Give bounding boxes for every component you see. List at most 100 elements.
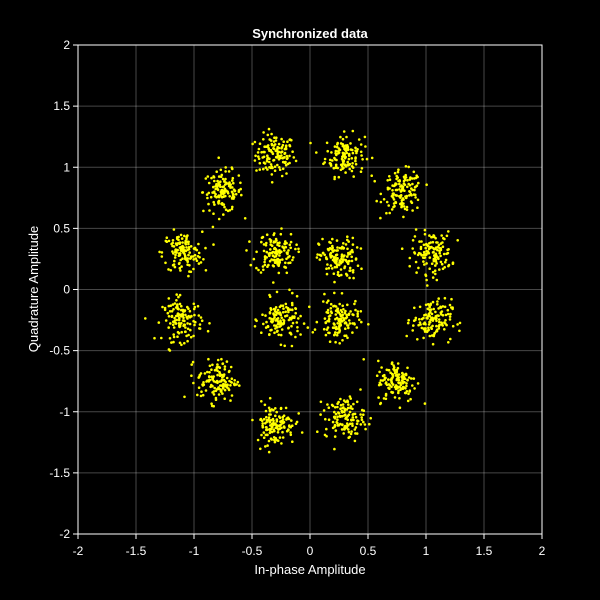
scatter-point: [417, 266, 420, 270]
scatter-point: [290, 419, 293, 422]
scatter-point: [403, 207, 407, 211]
scatter-point: [257, 157, 261, 161]
scatter-point: [183, 395, 186, 399]
scatter-point: [211, 377, 215, 380]
scatter-point: [218, 374, 222, 378]
scatter-point: [393, 371, 397, 375]
scatter-point: [261, 313, 264, 317]
scatter-point: [359, 423, 363, 426]
scatter-point: [281, 418, 285, 421]
scatter-point: [279, 232, 283, 236]
scatter-point: [334, 412, 338, 416]
scatter-point: [272, 147, 276, 151]
scatter-point: [253, 140, 257, 144]
scatter-point: [424, 246, 428, 250]
scatter-point: [425, 183, 428, 186]
scatter-point: [434, 315, 438, 318]
scatter-point: [272, 158, 276, 162]
scatter-point: [311, 331, 315, 334]
scatter-point: [211, 363, 214, 367]
scatter-point: [447, 341, 450, 344]
scatter-point: [262, 155, 266, 159]
scatter-point: [438, 320, 441, 324]
scatter-point: [435, 278, 439, 282]
scatter-point: [260, 151, 263, 154]
scatter-point: [369, 416, 373, 420]
scatter-point: [439, 242, 443, 245]
scatter-point: [447, 263, 451, 267]
scatter-point: [344, 400, 347, 404]
scatter-point: [258, 142, 262, 145]
scatter-point: [431, 324, 434, 328]
scatter-point: [402, 373, 405, 376]
scatter-point: [172, 335, 176, 339]
scatter-point: [209, 195, 213, 199]
scatter-point: [292, 256, 295, 259]
scatter-point: [196, 304, 200, 308]
scatter-point: [186, 248, 189, 252]
scatter-point: [323, 317, 327, 320]
scatter-point: [270, 251, 274, 255]
scatter-point: [221, 392, 224, 395]
chart-title: Synchronized data: [252, 26, 368, 41]
scatter-point: [329, 162, 332, 165]
scatter-point: [261, 422, 265, 425]
scatter-point: [222, 195, 225, 198]
scatter-point: [344, 417, 347, 420]
scatter-point: [256, 151, 260, 154]
scatter-point: [220, 202, 224, 205]
scatter-point: [213, 386, 216, 390]
scatter-point: [444, 322, 447, 325]
scatter-point: [336, 418, 339, 422]
scatter-point: [206, 196, 209, 200]
scatter-point: [333, 145, 337, 148]
scatter-point: [348, 422, 352, 426]
scatter-point: [222, 378, 226, 382]
scatter-point: [382, 397, 386, 400]
scatter-point: [321, 237, 324, 241]
scatter-point: [275, 290, 279, 294]
scatter-point: [208, 209, 211, 212]
scatter-point: [231, 194, 235, 197]
scatter-point: [219, 185, 222, 188]
scatter-point: [189, 335, 193, 339]
scatter-point: [416, 198, 420, 202]
scatter-point: [258, 168, 262, 171]
scatter-point: [313, 328, 317, 331]
scatter-point: [144, 317, 147, 320]
scatter-point: [272, 408, 275, 412]
scatter-point: [201, 230, 204, 233]
scatter-point: [224, 177, 227, 181]
scatter-point: [216, 179, 219, 183]
scatter-point: [393, 369, 396, 372]
scatter-point: [359, 413, 362, 416]
scatter-point: [213, 203, 216, 206]
scatter-point: [392, 364, 395, 367]
scatter-point: [289, 246, 293, 250]
scatter-point: [346, 235, 349, 238]
scatter-point: [434, 310, 437, 314]
scatter-point: [275, 410, 279, 414]
scatter-point: [387, 204, 391, 207]
scatter-point: [273, 429, 276, 433]
scatter-point: [378, 370, 381, 374]
scatter-point: [187, 274, 190, 278]
scatter-point: [215, 196, 218, 199]
scatter-point: [431, 240, 435, 244]
scatter-point: [436, 256, 440, 259]
scatter-point: [291, 308, 294, 312]
scatter-point: [443, 305, 447, 309]
scatter-point: [350, 255, 354, 259]
scatter-point: [272, 144, 276, 147]
scatter-point: [341, 144, 345, 148]
scatter-point: [332, 326, 336, 330]
scatter-point: [253, 325, 257, 328]
scatter-point: [335, 260, 338, 264]
scatter-point: [444, 319, 447, 322]
scatter-point: [360, 154, 363, 157]
scatter-point: [251, 418, 254, 422]
scatter-point: [347, 259, 351, 263]
scatter-point: [412, 170, 416, 174]
scatter-point: [278, 427, 282, 431]
grid-layer: [78, 45, 542, 534]
